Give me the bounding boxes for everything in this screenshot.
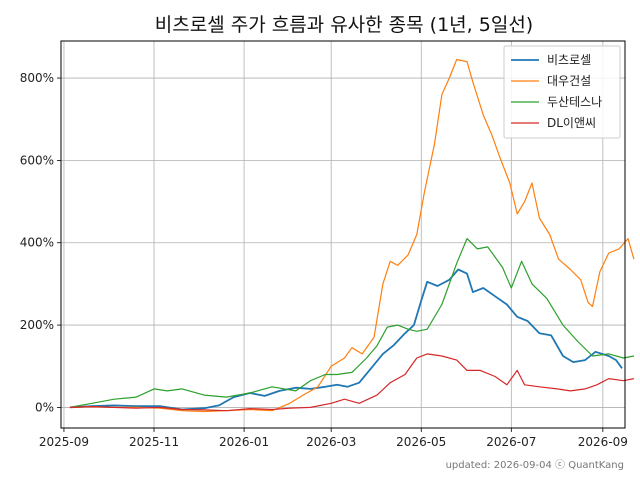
chart-title: 비츠로셀 주가 흐름과 유사한 종목 (1년, 5일선) xyxy=(155,14,533,36)
legend-box xyxy=(503,45,621,139)
x-tick-label: 2026-01 xyxy=(219,435,269,449)
y-tick-label: 800% xyxy=(20,71,54,85)
legend-label-3: DL이앤씨 xyxy=(547,116,596,130)
series-line-3 xyxy=(69,353,635,412)
y-tick-label: 200% xyxy=(20,318,54,332)
legend-label-0: 비츠로셀 xyxy=(547,53,591,67)
y-tick-label: 400% xyxy=(20,236,54,250)
footer-credit: updated: 2026-09-04 ⓒ QuantKang xyxy=(446,459,624,471)
x-axis-ticks: 2025-09 2025-11 2026-01 2026-03 2026-05 2026-… xyxy=(39,428,628,449)
series-line-1 xyxy=(69,58,635,413)
x-tick-label: 2025-09 xyxy=(39,435,89,449)
legend-label-2: 두산테스나 xyxy=(547,95,602,109)
x-tick-label: 2026-03 xyxy=(306,435,356,449)
y-tick-label: 600% xyxy=(20,153,54,167)
x-tick-label: 2026-07 xyxy=(486,435,536,449)
legend-label-1: 대우건설 xyxy=(547,74,591,88)
x-tick-label: 2026-09 xyxy=(578,435,628,449)
plot-frame xyxy=(60,40,626,429)
x-tick-label: 2025-11 xyxy=(129,435,179,449)
plot-lines xyxy=(69,58,635,413)
series-line-2 xyxy=(69,238,635,408)
y-tick-label: 0% xyxy=(35,400,54,414)
y-axis-ticks: 0% 200% 400% 600% 800% xyxy=(20,71,61,414)
x-tick-label: 2026-05 xyxy=(396,435,446,449)
